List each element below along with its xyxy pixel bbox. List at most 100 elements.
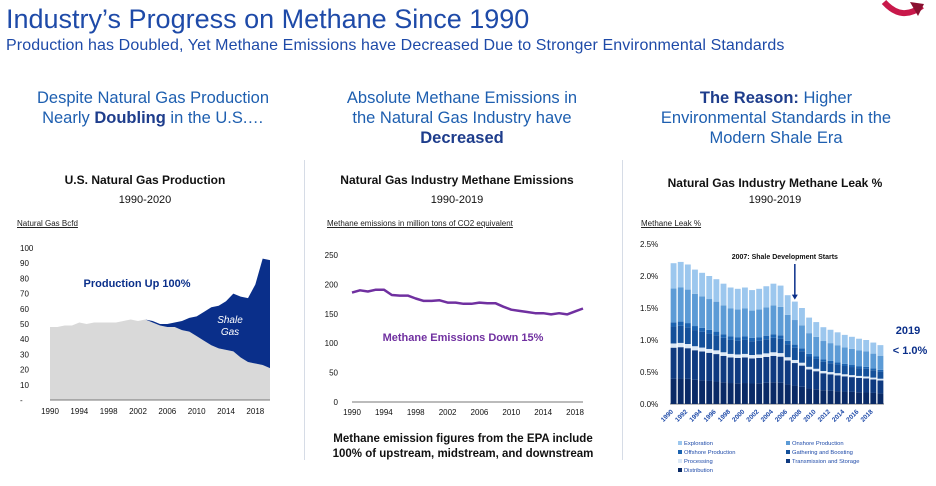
bar-segment [706, 329, 713, 334]
legend-swatch [678, 468, 682, 473]
x-tick-label: 1990 [41, 407, 59, 416]
bar-segment [834, 362, 841, 365]
bar-segment [877, 345, 884, 356]
column-divider [304, 160, 305, 460]
bar-segment [770, 337, 777, 353]
x-tick-label: 2006 [158, 407, 176, 416]
bar-segment [713, 381, 720, 404]
x-tick-label: 2000 [731, 408, 746, 423]
bar-segment [741, 336, 748, 340]
bar-segment [784, 357, 791, 361]
bar-segment [827, 390, 834, 404]
x-tick-label: 2002 [129, 407, 147, 416]
bar-segment [727, 383, 734, 404]
bar-segment [684, 264, 691, 290]
bar-segment [827, 329, 834, 344]
bar-segment [856, 392, 862, 404]
production-area-chart: - 10 20 30 40 50 60 70 80 90 100 1990 1994 1998 2002 20… [20, 244, 270, 416]
x-tick-label: 2018 [566, 408, 584, 417]
bar-segment [848, 367, 855, 376]
bar-segment [699, 347, 706, 352]
bar-segment [677, 347, 684, 379]
x-tick-label: 2018 [860, 408, 875, 423]
bar-segment [827, 363, 834, 373]
bar-segment [749, 337, 755, 342]
bar-segment [706, 333, 713, 349]
middle-column-heading: Absolute Methane Emissions in the Natura… [346, 89, 578, 147]
emissions-chart-subtitle: 1990-2019 [430, 194, 484, 206]
legend-item: Gathering and Boosting [786, 450, 853, 456]
shale-gas-label: Shale [217, 315, 243, 326]
y-tick-label: 10 [20, 381, 29, 390]
bar-segment [877, 355, 884, 370]
x-tick-label: 2010 [188, 407, 206, 416]
y-tick-label: 2.0% [640, 272, 658, 281]
legend-label: Gathering and Boosting [792, 450, 853, 456]
y-tick-label: 200 [325, 280, 339, 289]
bar-segment [799, 348, 805, 352]
bar-segment [713, 350, 720, 355]
bar-segment [756, 288, 763, 310]
bar-segment [813, 336, 820, 357]
legend-label: Distribution [684, 468, 713, 474]
bar-segment [848, 336, 855, 349]
right-column-heading: The Reason: Higher Environmental Standar… [660, 89, 892, 147]
bar-segment [684, 344, 691, 349]
bar-segment [784, 360, 791, 385]
bar-segment [870, 379, 877, 393]
bar-segment [848, 391, 855, 404]
y-tick-label: 150 [325, 310, 339, 319]
bar-segment [777, 353, 784, 357]
bar-segment [863, 376, 870, 379]
bar-segment [720, 352, 727, 356]
bar-segment [856, 366, 862, 369]
bar-segment [813, 322, 820, 337]
bar-segment [706, 380, 713, 404]
y-tick-label: 40 [20, 335, 29, 344]
bar-segment [699, 331, 706, 348]
bar-segment [827, 343, 834, 361]
y-tick-label: 70 [20, 290, 29, 299]
bar-segment [863, 366, 870, 369]
bar-segment [784, 384, 791, 404]
y-tick-label: 2.5% [640, 240, 658, 249]
bar-segment [749, 290, 755, 311]
bar-segment [699, 327, 706, 332]
bar-segment [677, 321, 684, 326]
bar-segment [756, 309, 763, 338]
y-tick-label: - [20, 396, 23, 405]
bar-segment [820, 327, 827, 342]
leak-stacked-bar-chart: 0.0% 0.5% 1.0% 1.5% 2.0% 2.5% 1990 1992 1994 1996… [640, 240, 927, 424]
bar-segment [777, 382, 784, 404]
bar-segment [727, 339, 734, 354]
bar-segment [834, 345, 841, 363]
y-tick-label: 80 [20, 274, 29, 283]
emissions-annotation: Methane Emissions Down 15% [383, 332, 544, 344]
emissions-chart-ylabel: Methane emissions in million tons of CO2… [327, 219, 513, 228]
bar-segment [799, 351, 805, 363]
bar-segment [692, 346, 698, 351]
x-tick-label: 2008 [788, 408, 803, 423]
y-tick-label: 1.5% [640, 304, 658, 313]
bar-segment [777, 335, 784, 339]
bar-segment [713, 331, 720, 336]
legend-swatch [786, 450, 790, 455]
x-tick-label: 2014 [831, 408, 846, 423]
bar-segment [841, 363, 848, 366]
bar-segment [777, 306, 784, 336]
y-tick-label: 1.0% [640, 336, 658, 345]
legend-label: Processing [684, 459, 713, 465]
bar-segment [670, 378, 677, 404]
bar-segment [692, 330, 698, 347]
bar-segment [727, 353, 734, 358]
bar-segment [799, 325, 805, 349]
bar-segment [670, 347, 677, 379]
bar-segment [713, 335, 720, 351]
bar-segment [692, 326, 698, 331]
bar-segment [756, 354, 763, 358]
x-tick-label: 2002 [745, 408, 760, 423]
bar-segment [813, 358, 820, 369]
bar-segment [784, 344, 791, 358]
production-chart-subtitle: 1990-2020 [118, 194, 172, 206]
bar-segment [834, 373, 841, 376]
